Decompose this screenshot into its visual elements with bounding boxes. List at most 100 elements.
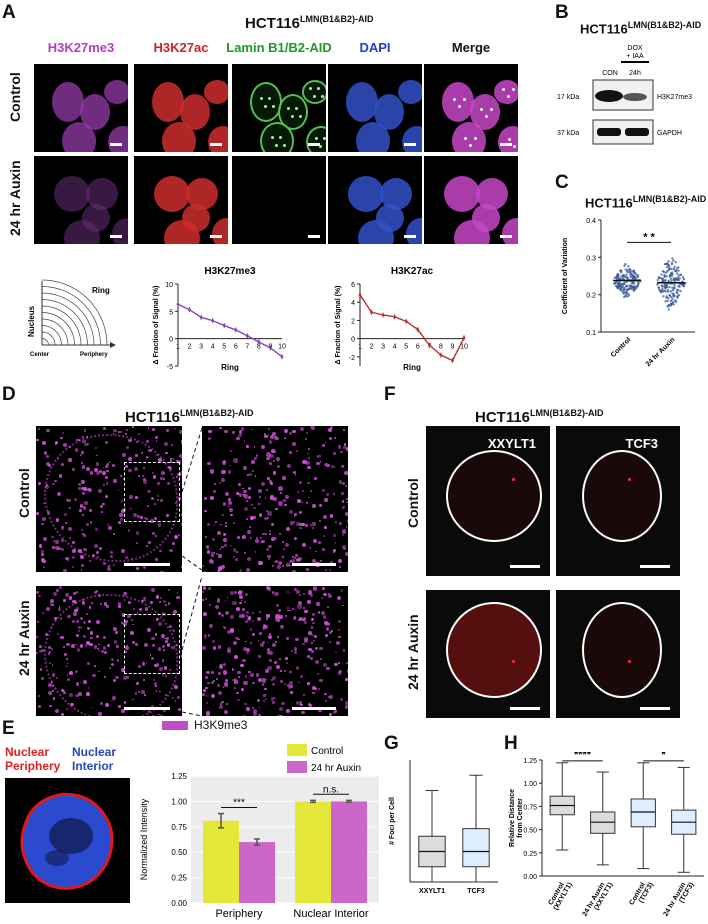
speckle xyxy=(211,639,215,643)
speckle xyxy=(240,427,245,431)
speckle xyxy=(222,663,226,667)
nucleus xyxy=(62,122,96,152)
speckle xyxy=(325,621,330,627)
speckle xyxy=(202,591,204,594)
speckle xyxy=(302,694,305,697)
scatter-point xyxy=(673,284,676,288)
y-tick-label: 2 xyxy=(351,318,355,325)
speckle xyxy=(52,690,55,692)
scatter-point xyxy=(676,288,680,292)
speckle xyxy=(203,497,208,501)
speckle xyxy=(292,570,296,572)
scatter-point xyxy=(667,290,670,293)
scatter-point xyxy=(621,282,624,285)
x-tick-label: Periphery xyxy=(215,908,263,920)
y-tick-label: 0.00 xyxy=(523,874,537,881)
speckle xyxy=(140,516,143,519)
speckle xyxy=(220,545,224,549)
speckle xyxy=(146,440,149,443)
speckle xyxy=(250,642,252,644)
speckle xyxy=(146,517,148,520)
speckle xyxy=(275,604,279,608)
speckle xyxy=(251,428,253,431)
speckle xyxy=(302,616,307,621)
speckle xyxy=(58,606,61,609)
speckle xyxy=(345,701,348,706)
speckle xyxy=(297,604,302,609)
micrograph-a-0-1 xyxy=(134,64,228,152)
speckle xyxy=(247,616,252,620)
speckle xyxy=(277,714,282,716)
speckle xyxy=(132,641,135,644)
speckle xyxy=(291,558,296,563)
speckle xyxy=(218,566,223,571)
speckle xyxy=(227,500,232,505)
scatter-point xyxy=(672,286,676,290)
speckle xyxy=(216,678,218,681)
speckle xyxy=(55,539,60,544)
speckle xyxy=(286,606,289,610)
speckle xyxy=(324,634,328,638)
speckle xyxy=(286,637,289,640)
speckle xyxy=(258,706,260,709)
speckle xyxy=(77,439,80,441)
nucleus xyxy=(204,80,228,104)
speckle xyxy=(288,450,292,454)
speckle xyxy=(232,678,235,681)
speckle xyxy=(244,640,247,643)
speckle xyxy=(248,525,252,529)
speckle xyxy=(80,555,84,559)
speckle xyxy=(126,676,129,679)
scatter-point xyxy=(671,257,674,260)
scatter-point xyxy=(681,276,685,279)
speckle xyxy=(42,517,46,521)
speckle xyxy=(272,432,276,436)
speckle xyxy=(306,452,309,455)
speckle xyxy=(62,636,65,639)
speckle xyxy=(43,566,46,569)
speckle xyxy=(76,648,81,652)
y-tick-label: 0.25 xyxy=(523,851,537,858)
speckle xyxy=(178,454,182,459)
speckle xyxy=(224,599,227,602)
scatter-point xyxy=(667,260,670,263)
speckle xyxy=(36,620,40,624)
speckle xyxy=(269,481,274,485)
speckle xyxy=(202,599,204,602)
speckle xyxy=(277,609,282,613)
y-tick-label: 0.50 xyxy=(171,848,187,857)
speckle xyxy=(268,659,272,663)
speckle xyxy=(146,456,148,459)
speckle xyxy=(289,680,293,685)
h3k9me3-legend-label: H3K9me3 xyxy=(194,718,248,732)
lamin-dot xyxy=(268,97,271,100)
speckle xyxy=(63,599,66,602)
speckle xyxy=(341,464,344,467)
micrograph-a-1-0 xyxy=(34,156,128,244)
speckle xyxy=(247,556,252,561)
chart-normalized-intensity: 0.00 0.25 0.50 0.75 1.00 1.25 Normalized Inten… xyxy=(139,744,379,920)
speckle xyxy=(258,488,263,493)
speckle xyxy=(245,567,250,572)
speckle xyxy=(308,647,312,652)
speckle xyxy=(87,443,90,446)
speckle xyxy=(312,539,317,543)
speckle xyxy=(59,474,63,478)
speckle xyxy=(61,432,65,435)
speckle xyxy=(319,646,323,650)
speckle xyxy=(275,617,280,622)
speckle xyxy=(298,681,300,684)
y-tick-label: 0.25 xyxy=(171,874,187,883)
scatter-point xyxy=(665,275,668,278)
speckle xyxy=(126,445,130,449)
speckle xyxy=(96,454,98,457)
ring-arc xyxy=(41,292,95,346)
speckle xyxy=(206,670,210,675)
speckle xyxy=(285,543,290,548)
speckle xyxy=(155,595,160,599)
speckle xyxy=(251,504,254,506)
speckle xyxy=(133,466,138,471)
speckle xyxy=(104,440,108,444)
merge-dot xyxy=(508,138,511,141)
speckle xyxy=(38,695,41,698)
